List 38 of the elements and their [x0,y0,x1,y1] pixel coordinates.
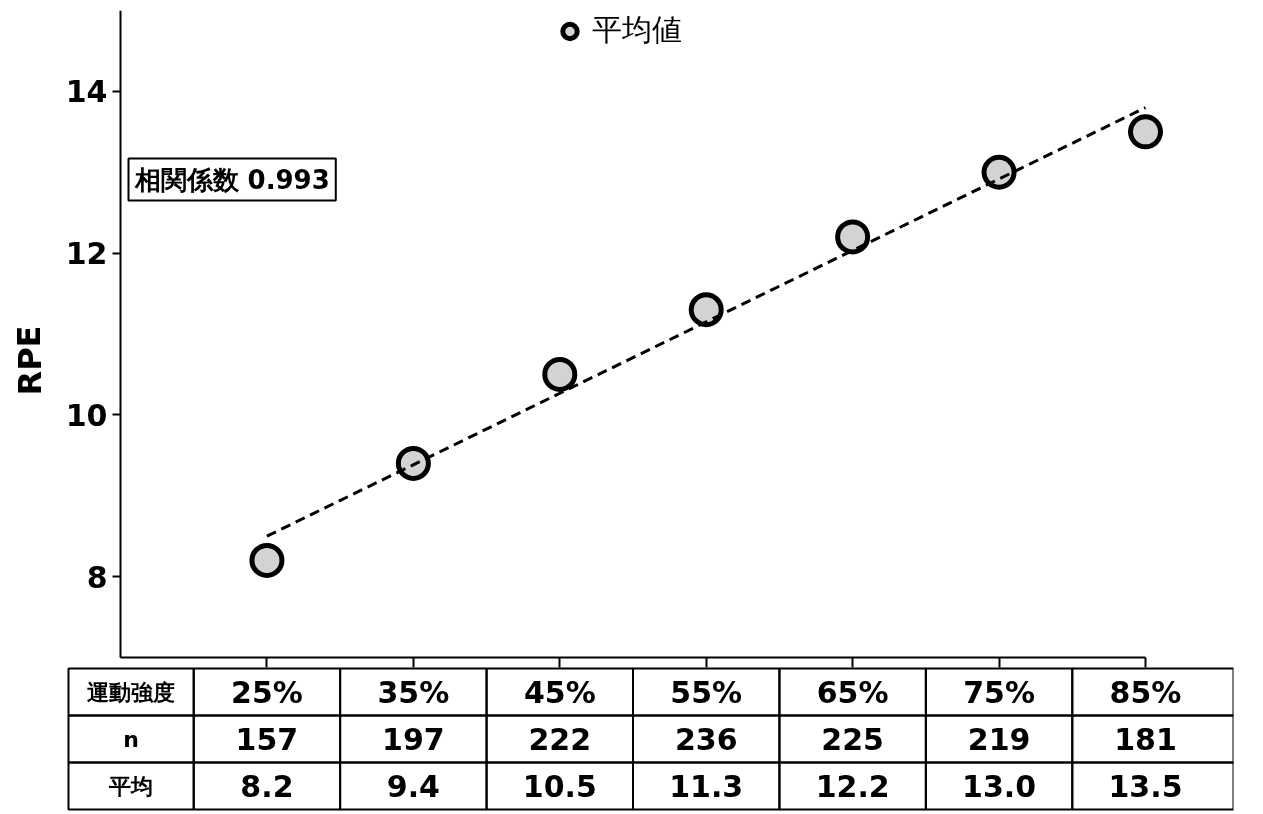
point [249,542,285,578]
data-label: 8.2 [240,769,294,804]
x-tick-label: 65% [816,674,889,710]
point [542,356,578,392]
x-tick-label: 25% [231,674,303,710]
y-tick-label: 8 [86,559,108,595]
x-tick-label: 55% [670,674,743,710]
point [1128,114,1163,150]
y-tick-label: 14 [65,74,108,110]
text: 181 [1114,722,1177,757]
data-label: 9.4 [386,769,440,804]
text: 225 [821,722,884,757]
point [981,154,1017,190]
legend-label: 平均値 [592,11,682,49]
point [395,445,431,481]
data-label: 11.3 [669,769,744,804]
x-tick-label: 45% [523,674,596,710]
text: 197 [382,722,445,757]
data-label: 12.2 [815,769,890,804]
data-label: 13.5 [1108,769,1183,804]
text: 219 [967,722,1031,757]
point [688,292,724,328]
text: 157 [235,722,299,757]
annotation: 相関係数 0.993 [133,164,330,195]
y-tick-label: 12 [65,236,108,272]
text: 222 [528,722,592,757]
x-tick-label: 85% [1109,674,1182,710]
y-tick-label: 10 [65,397,108,433]
text: 平均 [108,773,154,799]
data-label: 13.0 [962,769,1037,804]
y-axis-title: RPE [10,325,49,396]
data-label: 10.5 [522,769,597,804]
text: n [123,726,139,752]
x-tick-label: 75% [963,674,1035,710]
text: 236 [674,722,738,757]
text: 運動強度 [87,679,176,705]
x-tick-label: 35% [377,674,450,710]
point [835,219,871,255]
